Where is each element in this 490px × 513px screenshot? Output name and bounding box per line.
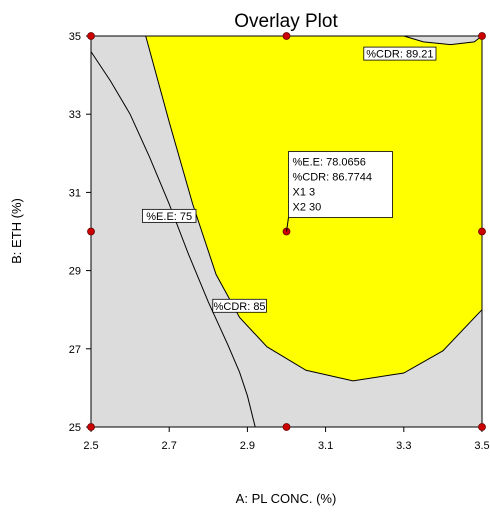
- chart-title: Overlay Plot: [234, 11, 338, 32]
- y-tick-label: 25: [69, 422, 81, 434]
- design-point: [87, 423, 95, 431]
- contour-label: %CDR: 89.21: [366, 49, 433, 61]
- y-tick-label: 35: [69, 31, 81, 43]
- contour-line: [145, 35, 483, 382]
- y-tick-label: 31: [69, 187, 81, 199]
- design-point: [282, 32, 291, 40]
- contour-label: %CDR: 85: [214, 301, 266, 313]
- contour-labels: %E.E: 75 %CDR: 85 %CDR: 89.21: [141, 46, 437, 313]
- y-tick-label: 33: [69, 109, 81, 121]
- contour-label-box: [363, 46, 437, 61]
- design-points: [87, 32, 486, 431]
- x-tick-label: 2.9: [240, 440, 255, 452]
- contour-label-box: [141, 208, 197, 223]
- x-axis-label: A: PL CONC. (%): [236, 491, 337, 506]
- flag-pole: [286, 217, 289, 232]
- design-point: [478, 423, 486, 431]
- y-tick-label: 27: [69, 344, 81, 356]
- prediction-flag: %E.E: 78.0656 %CDR: 86.7744 X1 3 X2 30: [286, 151, 393, 232]
- contour-label: %E.E: 75: [146, 211, 192, 223]
- design-point: [478, 32, 486, 40]
- flag-line: %E.E: 78.0656: [293, 157, 366, 169]
- y-tick-label: 29: [69, 266, 81, 278]
- design-point: [282, 423, 291, 431]
- contour-line: [403, 35, 483, 46]
- y-axis-label: B: ETH (%): [9, 198, 24, 264]
- contour-line: [90, 51, 256, 428]
- flag-line: X1 3: [293, 187, 316, 199]
- design-point: [478, 227, 486, 236]
- contour-label-box: [212, 298, 267, 313]
- flag-line: %CDR: 86.7744: [293, 172, 373, 184]
- x-tick-label: 3.3: [396, 440, 411, 452]
- design-point: [87, 227, 95, 236]
- x-tick-label: 2.5: [83, 440, 98, 452]
- design-point: [87, 32, 95, 40]
- flag-box: [288, 151, 393, 218]
- x-tick-label: 3.5: [474, 440, 489, 452]
- flag-line: X2 30: [293, 202, 322, 214]
- contour-lines: [90, 35, 483, 428]
- x-tick-label: 2.7: [162, 440, 177, 452]
- x-tick-label: 3.1: [318, 440, 333, 452]
